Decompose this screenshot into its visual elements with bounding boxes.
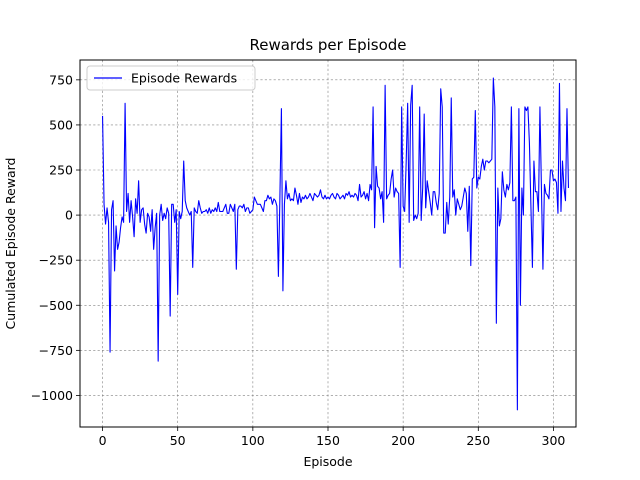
y-tick-label: −1000 bbox=[31, 388, 73, 403]
ticks: 0 50 100 150 200 250 300 −1000 −750 −500 −250 0 250 5… bbox=[31, 72, 566, 448]
x-tick-label: 0 bbox=[99, 433, 107, 448]
y-axis-title: Cumulated Episode Reward bbox=[3, 158, 18, 330]
y-tick-label: −750 bbox=[39, 343, 73, 358]
y-tick-label: 500 bbox=[49, 117, 73, 132]
x-tick-label: 100 bbox=[241, 433, 265, 448]
chart-title: Rewards per Episode bbox=[249, 36, 406, 54]
y-tick-label: 750 bbox=[49, 72, 73, 87]
grid bbox=[80, 60, 576, 427]
y-tick-label: −250 bbox=[39, 253, 73, 268]
legend: Episode Rewards bbox=[86, 65, 256, 91]
legend-label: Episode Rewards bbox=[131, 71, 237, 86]
x-tick-label: 200 bbox=[391, 433, 415, 448]
y-tick-label: 0 bbox=[65, 208, 73, 223]
x-tick-label: 150 bbox=[316, 433, 340, 448]
series-layer bbox=[102, 77, 570, 411]
x-tick-label: 300 bbox=[542, 433, 566, 448]
x-axis-title: Episode bbox=[303, 454, 352, 469]
y-tick-label: 250 bbox=[49, 163, 73, 178]
series-line bbox=[102, 77, 570, 411]
x-tick-label: 250 bbox=[466, 433, 490, 448]
x-tick-label: 50 bbox=[170, 433, 186, 448]
y-tick-label: −500 bbox=[39, 298, 73, 313]
legend-box bbox=[86, 65, 256, 91]
